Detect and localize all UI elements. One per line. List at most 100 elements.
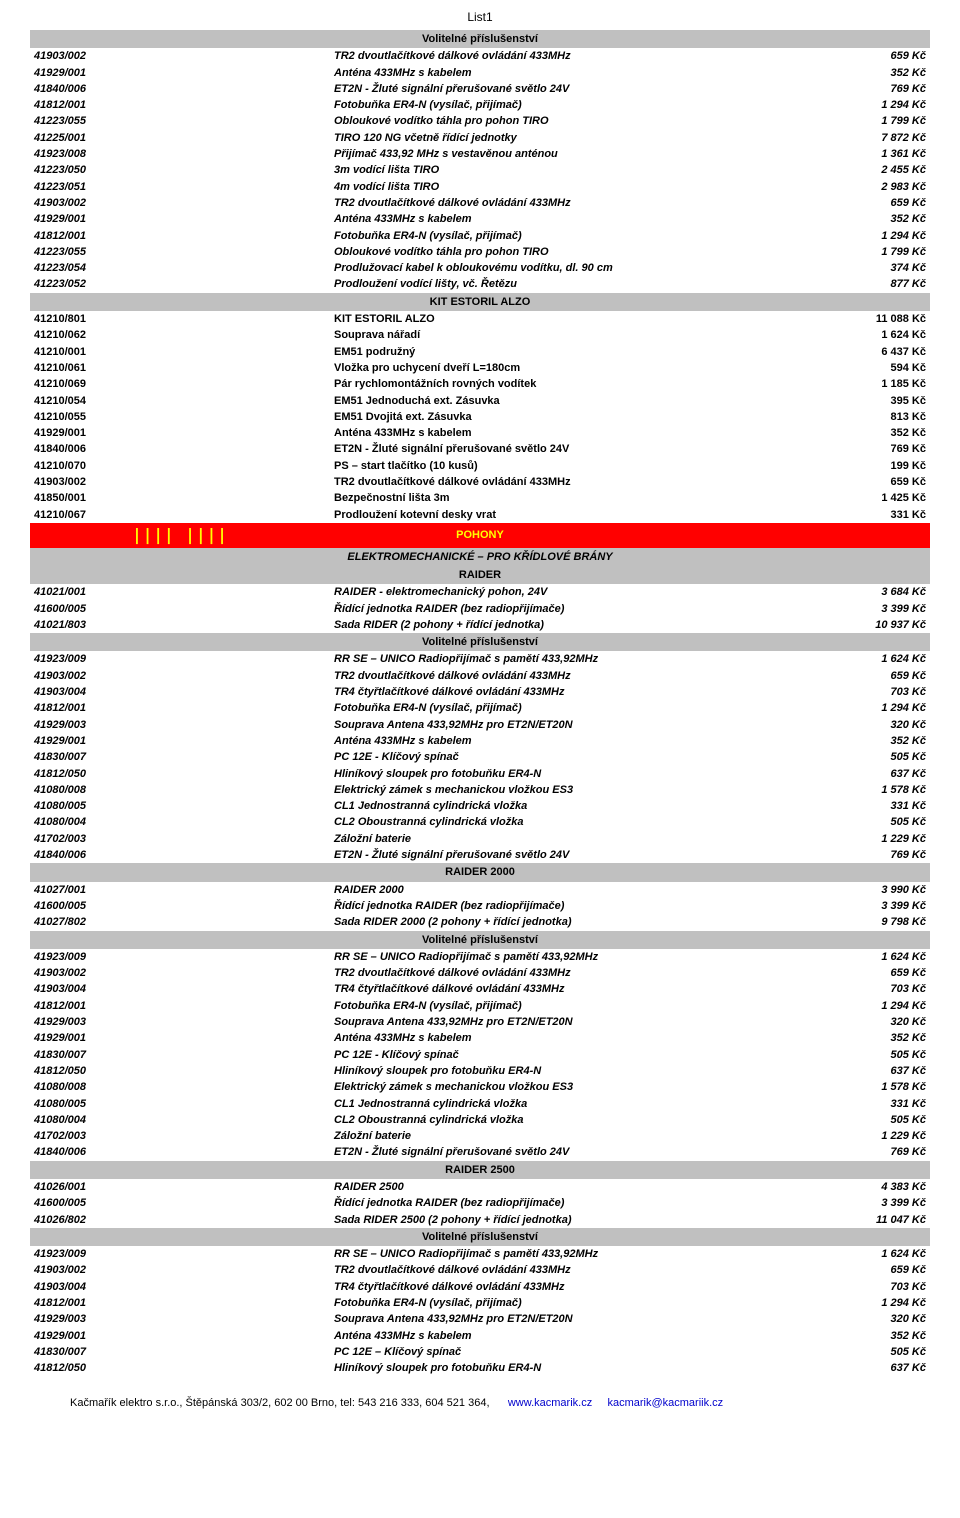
product-code: 41929/001 <box>30 1030 330 1046</box>
product-price: 3 399 Kč <box>630 1195 930 1211</box>
product-price: 659 Kč <box>630 474 930 490</box>
product-description: Elektrický zámek s mechanickou vložkou E… <box>330 1079 630 1095</box>
product-code: 41225/001 <box>30 130 330 146</box>
table-row: 41223/054Prodlužovací kabel k obloukovém… <box>30 260 930 276</box>
product-code: 41840/006 <box>30 81 330 97</box>
product-code: 41210/801 <box>30 311 330 327</box>
product-price: 374 Kč <box>630 260 930 276</box>
product-description: PC 12E - Klíčový spínač <box>330 1047 630 1063</box>
table-row: 41903/002TR2 dvoutlačítkové dálkové ovlá… <box>30 1262 930 1278</box>
table-row: 41929/001Anténa 433MHz s kabelem352 Kč <box>30 65 930 81</box>
product-code: 41080/005 <box>30 1096 330 1112</box>
product-description: Fotobuňka ER4-N (vysílač, přijímač) <box>330 700 630 716</box>
product-price: 1 229 Kč <box>630 1128 930 1144</box>
product-price: 1 624 Kč <box>630 1246 930 1262</box>
product-price: 199 Kč <box>630 458 930 474</box>
product-description: RAIDER 2500 <box>330 1179 630 1195</box>
product-description: TR2 dvoutlačítkové dálkové ovládání 433M… <box>330 1262 630 1278</box>
product-code: 41903/004 <box>30 684 330 700</box>
product-price: 769 Kč <box>630 1144 930 1160</box>
product-code: 41080/004 <box>30 1112 330 1128</box>
product-price: 331 Kč <box>630 798 930 814</box>
product-price: 3 684 Kč <box>630 584 930 600</box>
table-row: 41026/802Sada RIDER 2500 (2 pohony + říd… <box>30 1212 930 1228</box>
section-header: Volitelné příslušenství <box>30 1228 930 1246</box>
product-description: RR SE – UNICO Radiopřijímač s pamětí 433… <box>330 651 630 667</box>
product-description: Záložní baterie <box>330 1128 630 1144</box>
product-description: Pár rychlomontážních rovných vodítek <box>330 376 630 392</box>
table-row: 41903/002TR2 dvoutlačítkové dálkové ovlá… <box>30 48 930 64</box>
footer-email[interactable]: kacmarik@kacmariik.cz <box>607 1397 723 1409</box>
product-code: 41929/001 <box>30 211 330 227</box>
product-price: 1 799 Kč <box>630 113 930 129</box>
product-description: Fotobuňka ER4-N (vysílač, přijímač) <box>330 998 630 1014</box>
product-description: Záložní baterie <box>330 831 630 847</box>
product-code: 41903/002 <box>30 1262 330 1278</box>
product-code: 41903/002 <box>30 195 330 211</box>
product-code: 41600/005 <box>30 898 330 914</box>
table-row: 41210/070PS – start tlačítko (10 kusů)19… <box>30 458 930 474</box>
table-row: 41840/006ET2N - Žluté signální přerušova… <box>30 441 930 457</box>
product-description: CL2 Oboustranná cylindrická vložka <box>330 814 630 830</box>
product-description: TR2 dvoutlačítkové dálkové ovládání 433M… <box>330 48 630 64</box>
product-description: Hliníkový sloupek pro fotobuňku ER4-N <box>330 766 630 782</box>
product-code: 41840/006 <box>30 1144 330 1160</box>
product-price: 1 294 Kč <box>630 998 930 1014</box>
product-price: 2 983 Kč <box>630 179 930 195</box>
product-code: 41850/001 <box>30 490 330 506</box>
pohony-label: POHONY <box>330 523 630 548</box>
product-price: 637 Kč <box>630 1063 930 1079</box>
table-row: 41903/002TR2 dvoutlačítkové dálkové ovlá… <box>30 195 930 211</box>
table-row: 41702/003Záložní baterie1 229 Kč <box>30 1128 930 1144</box>
product-description: TR4 čtyřtlačítkové dálkové ovládání 433M… <box>330 1279 630 1295</box>
footer-url[interactable]: www.kacmarik.cz <box>508 1397 592 1409</box>
table-row: 41840/006ET2N - Žluté signální přerušova… <box>30 1144 930 1160</box>
product-description: ET2N - Žluté signální přerušované světlo… <box>330 1144 630 1160</box>
product-code: 41223/055 <box>30 113 330 129</box>
product-code: 41080/008 <box>30 1079 330 1095</box>
section-header: Volitelné příslušenství <box>30 633 930 651</box>
product-price: 3 399 Kč <box>630 898 930 914</box>
product-description: Souprava Antena 433,92MHz pro ET2N/ET20N <box>330 1014 630 1030</box>
subheader: ELEKTROMECHANICKÉ – PRO KŘÍDLOVÉ BRÁNY <box>30 548 930 566</box>
product-price: 1 185 Kč <box>630 376 930 392</box>
footer-company: Kačmařík elektro s.r.o., Štěpánská 303/2… <box>70 1397 490 1409</box>
table-row: 41812/050Hliníkový sloupek pro fotobuňku… <box>30 1063 930 1079</box>
table-row: 41223/052Prodloužení vodící lišty, vč. Ř… <box>30 276 930 292</box>
table-row: 41600/005Řídící jednotka RAIDER (bez rad… <box>30 601 930 617</box>
product-price: 703 Kč <box>630 684 930 700</box>
product-description: RR SE – UNICO Radiopřijímač s pamětí 433… <box>330 1246 630 1262</box>
table-row: 41210/055EM51 Dvojitá ext. Zásuvka813 Kč <box>30 409 930 425</box>
product-price: 352 Kč <box>630 1328 930 1344</box>
product-code: 41812/001 <box>30 97 330 113</box>
table-row: 41929/001Anténa 433MHz s kabelem352 Kč <box>30 1030 930 1046</box>
product-code: 41812/001 <box>30 228 330 244</box>
product-price: 1 294 Kč <box>630 97 930 113</box>
product-price: 11 047 Kč <box>630 1212 930 1228</box>
product-code: 41903/002 <box>30 48 330 64</box>
product-price: 703 Kč <box>630 981 930 997</box>
product-price: 1 361 Kč <box>630 146 930 162</box>
product-price: 320 Kč <box>630 1014 930 1030</box>
table-row: 41812/001Fotobuňka ER4-N (vysílač, přijí… <box>30 228 930 244</box>
product-description: CL1 Jednostranná cylindrická vložka <box>330 798 630 814</box>
table-row: 41830/007PC 12E - Klíčový spínač505 Kč <box>30 1047 930 1063</box>
product-description: Obloukové vodítko táhla pro pohon TIRO <box>330 113 630 129</box>
table-row: 41021/803Sada RIDER (2 pohony + řídící j… <box>30 617 930 633</box>
table-row: 41812/001Fotobuňka ER4-N (vysílač, přijí… <box>30 700 930 716</box>
section-header-label: RAIDER <box>30 566 930 584</box>
product-description: TIRO 120 NG včetně řídící jednotky <box>330 130 630 146</box>
product-price: 637 Kč <box>630 1360 930 1376</box>
product-description: 4m vodící lišta TIRO <box>330 179 630 195</box>
product-description: KIT ESTORIL ALZO <box>330 311 630 327</box>
section-header-label: Volitelné příslušenství <box>30 931 930 949</box>
product-description: Fotobuňka ER4-N (vysílač, přijímač) <box>330 228 630 244</box>
product-price: 659 Kč <box>630 1262 930 1278</box>
product-code: 41903/002 <box>30 965 330 981</box>
table-row: 41830/007PC 12E - Klíčový spínač505 Kč <box>30 749 930 765</box>
gate-icon: |||| |||| <box>30 523 330 548</box>
product-code: 41021/803 <box>30 617 330 633</box>
product-code: 41600/005 <box>30 601 330 617</box>
product-description: Sada RIDER 2000 (2 pohony + řídící jedno… <box>330 914 630 930</box>
product-price: 1 624 Kč <box>630 949 930 965</box>
